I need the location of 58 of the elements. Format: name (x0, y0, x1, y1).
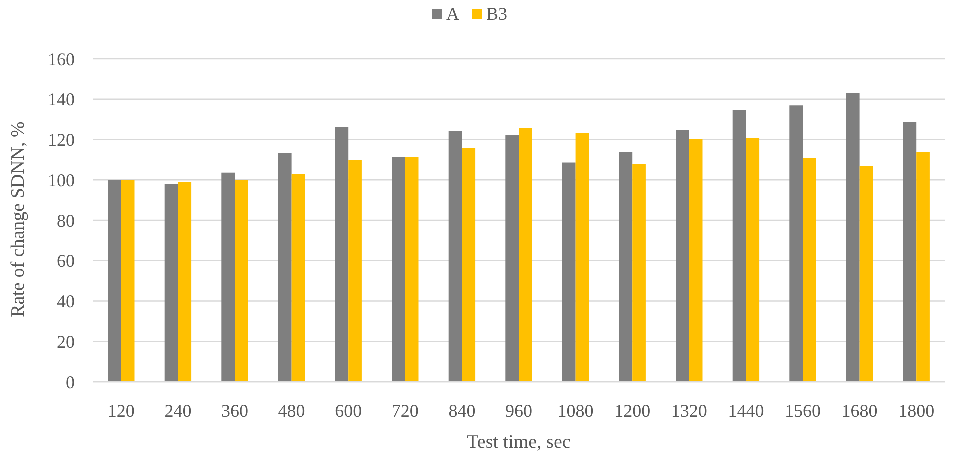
x-tick-label: 360 (222, 401, 248, 421)
bar (448, 131, 462, 382)
bar (803, 158, 816, 382)
bar (632, 164, 646, 382)
bar (746, 138, 760, 382)
x-tick-label: 960 (506, 401, 532, 421)
bar (278, 153, 292, 382)
y-tick-label: 0 (66, 372, 75, 392)
bar (392, 157, 406, 382)
bar (405, 157, 419, 382)
bar (619, 152, 633, 382)
x-tick-label: 1800 (898, 401, 935, 421)
x-tick-label: 1560 (785, 401, 821, 421)
bar (335, 127, 349, 382)
bar (846, 93, 860, 382)
y-tick-label: 40 (57, 292, 75, 312)
y-tick-label: 100 (48, 170, 75, 190)
x-tick-label: 120 (108, 401, 135, 421)
bar (108, 180, 122, 382)
bar (903, 122, 917, 382)
y-tick-label: 80 (57, 210, 75, 231)
bar (292, 174, 306, 382)
bar (576, 133, 590, 382)
x-tick-label: 240 (164, 401, 192, 421)
x-tick-label: 1440 (728, 401, 764, 421)
bar (222, 172, 235, 382)
x-tick-label: 1200 (614, 401, 651, 421)
x-tick-label: 1320 (671, 401, 708, 421)
bar (235, 180, 248, 382)
y-tick-label: 120 (48, 130, 75, 150)
y-tick-label: 160 (48, 49, 75, 70)
y-tick-label: 60 (57, 251, 75, 272)
bar (689, 139, 703, 382)
x-tick-label: 1080 (558, 401, 594, 421)
bar (676, 130, 690, 382)
bar (164, 184, 178, 382)
bar (732, 110, 746, 382)
bar (506, 136, 519, 382)
x-tick-label: 1680 (842, 401, 878, 421)
bar (519, 128, 532, 382)
y-axis-title: Rate of change SDNN, % (8, 121, 29, 318)
bar (860, 166, 874, 382)
bar (462, 148, 476, 382)
x-tick-label: 480 (278, 401, 306, 421)
x-axis-title: Test time, sec (467, 432, 571, 453)
y-tick-label: 140 (48, 90, 75, 110)
x-tick-label: 600 (335, 401, 362, 421)
bar (348, 160, 362, 382)
x-tick-label: 720 (392, 401, 419, 421)
bar (790, 106, 803, 382)
bar (916, 152, 930, 382)
legend-label: B3 (486, 4, 508, 24)
bar (178, 182, 192, 382)
legend-label: A (446, 4, 460, 24)
y-tick-label: 20 (57, 332, 75, 352)
x-tick-label: 840 (448, 401, 476, 421)
bar (562, 162, 576, 382)
bar (121, 180, 135, 382)
